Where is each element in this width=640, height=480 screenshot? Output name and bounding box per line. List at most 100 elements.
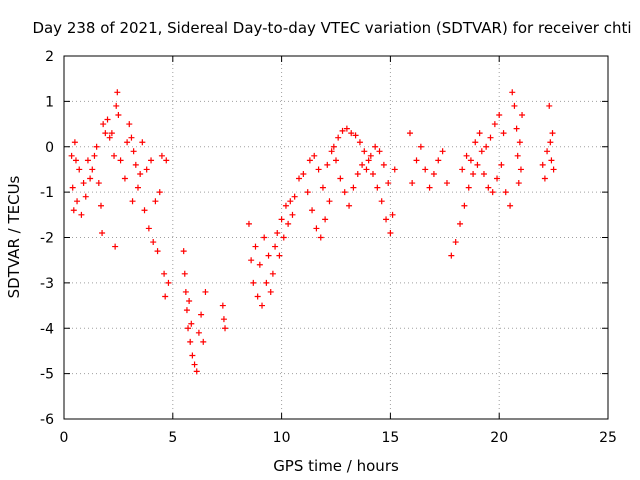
y-tick-label: 1 — [45, 94, 54, 110]
data-point — [474, 161, 481, 168]
data-point — [195, 329, 202, 336]
data-point — [494, 175, 501, 182]
data-point — [82, 193, 89, 200]
data-point — [150, 239, 157, 246]
data-point — [539, 161, 546, 168]
data-point — [274, 229, 281, 236]
data-point — [378, 198, 385, 205]
data-point — [306, 157, 313, 164]
data-point — [376, 148, 383, 155]
data-point — [134, 184, 141, 191]
data-point — [265, 252, 272, 259]
data-point — [261, 234, 268, 241]
data-point — [72, 157, 79, 164]
y-tick-label: -4 — [40, 321, 54, 337]
data-point — [443, 180, 450, 187]
data-point — [112, 243, 119, 250]
x-tick-label: 15 — [381, 430, 399, 446]
data-point — [248, 257, 255, 264]
data-point — [509, 89, 516, 96]
data-point — [93, 143, 100, 150]
data-point — [130, 148, 137, 155]
data-point — [465, 184, 472, 191]
data-point — [99, 229, 106, 236]
data-point — [517, 166, 524, 173]
data-point — [198, 311, 205, 318]
data-point — [91, 152, 98, 159]
data-point — [422, 166, 429, 173]
data-point — [430, 170, 437, 177]
data-point — [186, 298, 193, 305]
y-tick-labels: -6 -5 -4 -3 -2 -1 0 1 2 — [40, 49, 54, 428]
data-point — [315, 166, 322, 173]
data-point — [319, 184, 326, 191]
data-point — [254, 293, 261, 300]
data-point — [343, 125, 350, 132]
data-point — [350, 184, 357, 191]
x-tick-label: 5 — [168, 430, 177, 446]
data-point — [252, 243, 259, 250]
data-point — [69, 184, 76, 191]
data-point — [158, 152, 165, 159]
data-point — [476, 130, 483, 137]
data-point — [513, 125, 520, 132]
data-point — [89, 166, 96, 173]
data-point — [80, 180, 87, 187]
data-point — [467, 157, 474, 164]
y-tick-label: -3 — [40, 276, 54, 292]
data-point — [300, 170, 307, 177]
data-point — [326, 198, 333, 205]
data-point — [461, 202, 468, 209]
data-point — [148, 157, 155, 164]
data-point — [202, 288, 209, 295]
data-point — [304, 189, 311, 196]
data-point — [193, 368, 200, 375]
x-tick-labels: 0 5 10 15 20 25 — [60, 430, 617, 446]
data-point — [165, 279, 172, 286]
data-point — [317, 234, 324, 241]
data-point — [161, 270, 168, 277]
data-point — [71, 139, 78, 146]
data-point — [74, 198, 81, 205]
data-point — [287, 198, 294, 205]
data-point — [328, 148, 335, 155]
data-point — [457, 220, 464, 227]
y-tick-label: -1 — [40, 185, 54, 201]
data-point — [417, 143, 424, 150]
data-point — [163, 157, 170, 164]
data-point — [200, 338, 207, 345]
data-point — [296, 175, 303, 182]
data-point — [483, 143, 490, 150]
data-point — [291, 193, 298, 200]
data-point — [372, 143, 379, 150]
data-point — [380, 161, 387, 168]
data-point — [309, 207, 316, 214]
data-point — [339, 127, 346, 134]
data-point — [76, 166, 83, 173]
data-point — [426, 184, 433, 191]
grid — [64, 56, 608, 419]
data-point — [547, 139, 554, 146]
data-point — [84, 157, 91, 164]
data-point — [502, 189, 509, 196]
data-point — [187, 338, 194, 345]
data-point — [143, 166, 150, 173]
data-point — [470, 170, 477, 177]
data-point — [472, 139, 479, 146]
x-tick-label: 20 — [490, 430, 508, 446]
data-point — [439, 148, 446, 155]
data-point — [145, 225, 152, 232]
data-point — [113, 102, 120, 109]
x-tick-label: 10 — [273, 430, 291, 446]
data-point — [435, 157, 442, 164]
data-point — [330, 143, 337, 150]
data-point — [367, 152, 374, 159]
data-point — [278, 216, 285, 223]
data-point — [245, 220, 252, 227]
data-point — [154, 248, 161, 255]
data-point — [356, 139, 363, 146]
data-point — [156, 189, 163, 196]
data-point — [500, 130, 507, 137]
data-point — [256, 261, 263, 268]
data-point — [516, 139, 523, 146]
